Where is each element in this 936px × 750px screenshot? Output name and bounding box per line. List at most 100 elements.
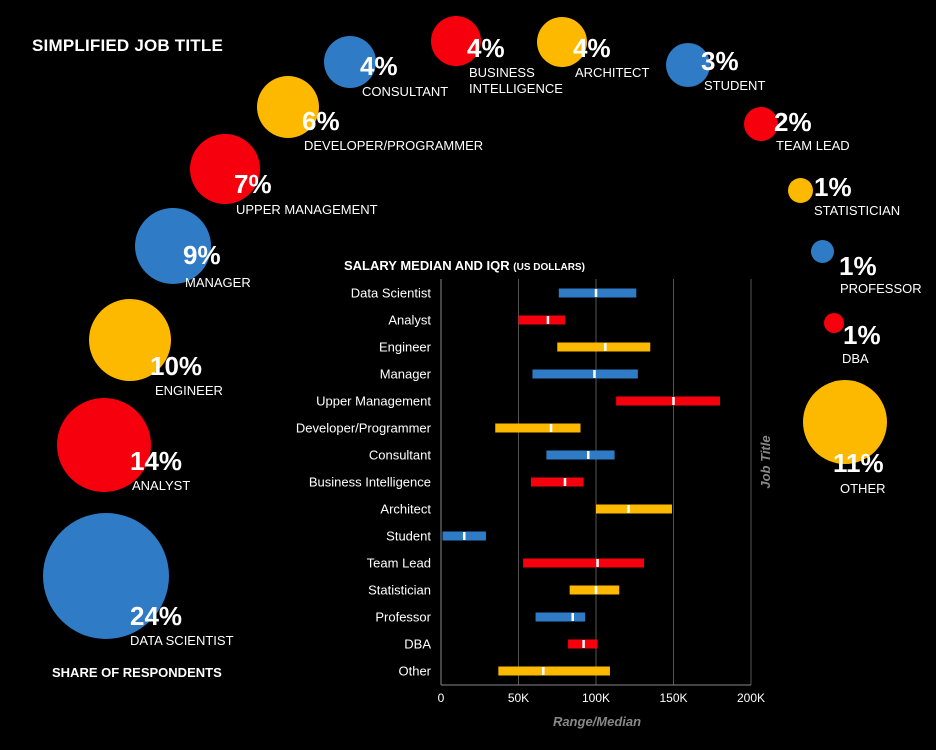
median-marker <box>604 343 607 351</box>
median-marker <box>594 289 598 297</box>
bubble-pct: 14% <box>130 446 183 476</box>
bubble-label: ARCHITECT <box>575 65 650 80</box>
median-marker <box>587 451 590 459</box>
bubble-developer-programmer <box>257 76 319 138</box>
bubble-pct: 3% <box>701 46 739 76</box>
median-marker <box>594 586 598 594</box>
median-marker <box>593 370 596 378</box>
iqr-bar <box>530 477 584 487</box>
bubble-label: BUSINESS <box>469 65 535 80</box>
category-label: Team Lead <box>367 556 431 571</box>
bubble-label: TEAM LEAD <box>776 138 850 153</box>
bubble-engineer <box>89 299 171 381</box>
bubble-architect <box>537 17 587 67</box>
bubble-manager <box>135 208 211 284</box>
bubble-student <box>666 43 710 87</box>
category-label: Developer/Programmer <box>296 421 432 436</box>
median-marker <box>563 478 567 486</box>
category-label: Architect <box>380 502 431 517</box>
bubble-label: ANALYST <box>132 478 191 493</box>
iqr-bar <box>616 396 720 406</box>
bubble-label: STUDENT <box>704 78 766 93</box>
category-label: Manager <box>380 367 432 382</box>
bubble-pct: 2% <box>774 107 812 137</box>
category-label: Consultant <box>369 448 432 463</box>
bubble-team-lead <box>744 107 778 141</box>
category-label: Business Intelligence <box>309 475 431 490</box>
bubble-pct: 10% <box>150 351 203 381</box>
bubble-professor <box>811 240 834 263</box>
bubble-label: MANAGER <box>185 275 251 290</box>
category-label: Other <box>398 664 431 679</box>
x-tick-label: 0 <box>438 691 445 705</box>
bubble-label: UPPER MANAGEMENT <box>236 202 378 217</box>
bubble-label: DATA SCIENTIST <box>130 633 234 648</box>
iqr-bar <box>495 423 581 433</box>
iqr-bar <box>498 666 610 676</box>
category-label: Statistician <box>368 583 431 598</box>
iqr-bar <box>569 585 620 595</box>
iqr-bar <box>596 504 672 514</box>
median-marker <box>627 505 630 513</box>
bubble-pct: 4% <box>360 51 398 81</box>
median-marker <box>463 532 466 540</box>
category-label: DBA <box>404 637 431 652</box>
median-marker <box>672 397 675 405</box>
bubble-pct: 24% <box>130 601 183 631</box>
bubble-upper-management <box>190 134 260 204</box>
x-tick-label: 100K <box>582 691 610 705</box>
iqr-bar <box>558 288 637 298</box>
x-tick-label: 150K <box>659 691 687 705</box>
salary-title-main: SALARY MEDIAN AND IQR <box>344 258 510 273</box>
bubble-dba <box>824 313 844 333</box>
category-label: Upper Management <box>316 394 431 409</box>
bubble-label: DEVELOPER/PROGRAMMER <box>304 138 484 153</box>
bubble-pct: 1% <box>814 172 852 202</box>
x-tick-label: 200K <box>737 691 765 705</box>
bubble-label: STATISTICIAN <box>814 203 901 218</box>
bubble-other <box>803 380 887 464</box>
page-title: SIMPLIFIED JOB TITLE <box>32 36 224 55</box>
category-label: Data Scientist <box>351 286 432 301</box>
bubble-label: OTHER <box>840 481 886 496</box>
median-marker <box>596 559 599 567</box>
bubble-label: PROFESSOR <box>840 281 922 296</box>
category-label: Analyst <box>388 313 431 328</box>
iqr-bar <box>523 558 645 568</box>
bubble-pct: 11% <box>833 448 884 478</box>
x-tick-label: 50K <box>508 691 529 705</box>
bubble-pct: 6% <box>302 106 340 136</box>
salary-title-sub: (US DOLLARS) <box>513 262 585 273</box>
y-axis-label: Job Title <box>758 435 773 488</box>
bubble-label: ENGINEER <box>155 383 223 398</box>
bubble-label: DBA <box>842 351 869 366</box>
bubble-pct: 1% <box>843 320 881 350</box>
iqr-bar <box>557 342 651 352</box>
bubble-analyst <box>57 398 151 492</box>
bubble-pct: 4% <box>467 33 505 63</box>
bubble-statistician <box>788 178 813 203</box>
median-marker <box>582 640 585 648</box>
iqr-bar <box>535 612 586 622</box>
bubble-pct: 7% <box>234 169 272 199</box>
bubble-pct: 1% <box>839 251 877 281</box>
bubble-data-scientist <box>43 513 169 639</box>
bubble-business-intelligence <box>431 16 481 66</box>
iqr-bar <box>546 450 615 460</box>
x-axis-label: Range/Median <box>553 714 641 729</box>
bubble-consultant <box>324 36 376 88</box>
share-of-respondents-label: SHARE OF RESPONDENTS <box>52 665 222 680</box>
iqr-bar <box>532 369 638 379</box>
bubble-label-line2: INTELLIGENCE <box>469 81 563 96</box>
median-marker <box>549 424 553 432</box>
bubble-label: CONSULTANT <box>362 84 449 99</box>
iqr-bar <box>518 315 565 325</box>
category-label: Student <box>386 529 431 544</box>
category-label: Engineer <box>379 340 432 355</box>
median-marker <box>571 613 574 621</box>
median-marker <box>542 667 545 675</box>
median-marker <box>546 316 550 324</box>
salary-chart-title: SALARY MEDIAN AND IQR (US DOLLARS) <box>344 258 585 273</box>
bubble-pct: 4% <box>573 33 611 63</box>
